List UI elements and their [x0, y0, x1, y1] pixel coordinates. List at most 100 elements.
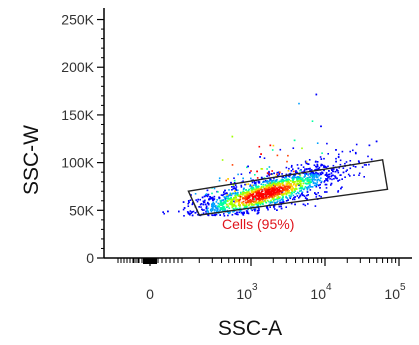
event-dot — [243, 204, 245, 206]
event-dot — [254, 182, 256, 185]
event-dot — [273, 196, 275, 199]
event-dot — [230, 181, 232, 184]
event-dot — [253, 198, 255, 200]
event-dot — [206, 195, 209, 198]
event-dot — [331, 169, 333, 171]
event-dot — [330, 175, 332, 178]
event-dot — [189, 199, 192, 201]
event-dot — [313, 184, 316, 187]
event-dot — [274, 186, 276, 189]
event-dot — [243, 194, 246, 197]
event-dot — [277, 194, 279, 197]
cells-gate[interactable] — [187, 158, 389, 216]
event-dot — [282, 189, 284, 192]
event-dot — [324, 174, 327, 176]
event-dot — [261, 194, 264, 196]
event-dot — [276, 179, 278, 181]
event-dot — [295, 185, 297, 187]
event-dot — [207, 214, 209, 216]
event-dot — [224, 196, 226, 199]
event-dot — [270, 192, 273, 195]
event-dot — [267, 192, 270, 195]
event-dot — [334, 170, 337, 173]
event-dot — [312, 175, 315, 178]
event-dot — [316, 142, 319, 144]
event-dot — [307, 174, 309, 176]
event-dot — [270, 173, 273, 175]
event-dot — [353, 174, 355, 176]
event-dot — [267, 192, 270, 194]
event-dot — [230, 197, 232, 199]
event-dot — [307, 203, 309, 205]
event-dot — [258, 197, 260, 199]
event-dot — [277, 200, 279, 202]
event-dot — [241, 193, 244, 196]
event-dot — [213, 205, 215, 207]
event-dot — [249, 171, 251, 174]
event-dot — [254, 195, 256, 198]
event-dot — [264, 199, 266, 201]
event-dot — [268, 197, 270, 199]
event-dot — [330, 182, 333, 185]
event-dot — [278, 205, 281, 208]
event-dot — [325, 166, 328, 169]
event-dot — [268, 166, 271, 168]
event-dot — [301, 191, 304, 193]
event-dot — [296, 164, 299, 166]
event-dot — [285, 190, 288, 193]
event-dot — [276, 184, 278, 186]
event-dot — [212, 201, 214, 204]
event-dot — [220, 204, 222, 206]
event-dot — [264, 193, 266, 195]
event-dot — [312, 174, 315, 177]
event-dot — [285, 185, 288, 188]
event-dot — [212, 204, 215, 207]
event-dot — [190, 212, 193, 214]
event-dot — [262, 192, 265, 195]
event-dot — [256, 186, 258, 188]
event-dot — [255, 201, 258, 203]
event-dot — [309, 180, 311, 182]
event-dot — [283, 179, 285, 182]
event-dot — [245, 201, 247, 204]
event-dot — [316, 163, 319, 166]
event-dot — [226, 197, 228, 200]
event-dot — [279, 196, 281, 199]
event-dot — [227, 195, 229, 198]
event-dot — [268, 173, 271, 176]
event-dot — [281, 178, 284, 181]
event-dot — [254, 191, 256, 194]
event-dot — [288, 186, 291, 188]
event-dot — [230, 194, 233, 197]
event-dot — [349, 167, 352, 170]
event-dot — [337, 171, 340, 174]
event-dot — [237, 192, 239, 194]
event-dot — [291, 185, 294, 188]
event-dot — [218, 177, 221, 179]
event-dot — [327, 165, 329, 168]
event-dot — [216, 205, 219, 208]
event-dot — [326, 180, 329, 182]
event-dot — [274, 193, 276, 196]
event-dot — [295, 171, 297, 173]
event-dot — [212, 199, 214, 201]
event-dot — [277, 181, 280, 184]
event-dot — [302, 166, 305, 168]
event-dot — [234, 193, 237, 195]
event-dot — [299, 190, 301, 192]
event-dot — [320, 195, 322, 198]
event-dot — [286, 179, 288, 182]
event-dot — [255, 192, 258, 195]
event-dot — [250, 201, 252, 204]
event-dot — [307, 179, 310, 182]
event-dot — [286, 160, 288, 163]
event-dot — [270, 195, 273, 198]
event-dot — [259, 156, 261, 158]
event-dot — [276, 154, 279, 157]
event-dot — [276, 171, 279, 174]
event-dot — [237, 213, 239, 216]
event-dot — [200, 206, 202, 208]
event-dot — [298, 178, 300, 180]
event-dot — [262, 195, 264, 197]
event-dot — [251, 195, 253, 198]
